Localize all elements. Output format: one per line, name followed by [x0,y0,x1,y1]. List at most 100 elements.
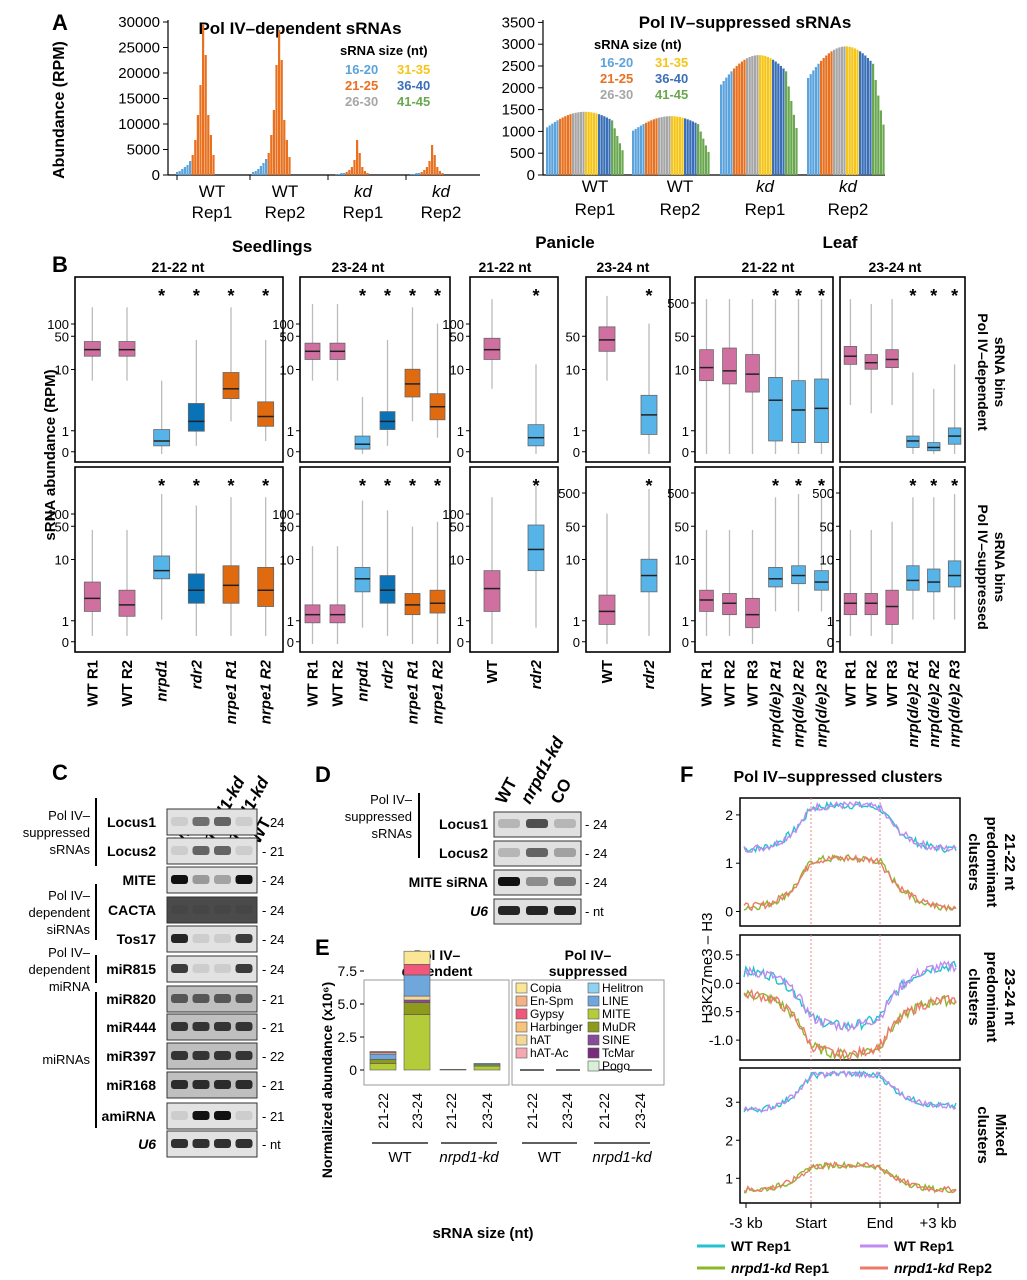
bar [882,124,885,175]
bar [673,116,676,175]
box-xlabel: nrp(d/e)2 R1 [905,660,922,748]
bar [272,110,275,175]
ytick-label: 100 [47,317,69,332]
stacked-segment [369,1063,397,1071]
ytick-label: 0 [527,167,535,184]
xlabel-line1: WT [272,182,298,201]
ytick-label: 3500 [502,14,535,31]
blot-band [192,905,210,914]
blot-row-label: miR168 [106,1077,156,1093]
bar [645,122,648,175]
panel-e: E Normalized abundance (x10⁶) Pol IV– de… [315,935,665,1242]
significance-star: * [930,286,937,306]
box-xlabel: rdr2 [188,659,205,689]
significance-star: * [795,476,802,496]
bar [751,56,754,175]
box [379,411,396,430]
bar [348,170,351,175]
box [222,372,240,399]
track-frame [739,797,961,927]
box [598,326,616,352]
bar [600,115,603,175]
ytick-label: 1 [457,424,464,439]
ytick-label: 1 [573,614,580,629]
blot-size-label: - 24 [585,817,607,832]
blot-band [192,1111,210,1120]
blot-size-label: - 24 [262,903,284,918]
tissue-leaf: Leaf [823,233,858,252]
bar [551,123,554,175]
significance-star: * [359,476,366,496]
ytick-label: 50 [55,519,69,534]
bar [851,47,854,175]
legend-right-21-25: 21-25 [600,71,633,86]
ytick-label: 0.0 [714,975,734,991]
panel-a-legend: sRNA size (nt) 16-20 21-25 26-30 31-35 3… [340,43,430,109]
blot-band [192,875,210,884]
bar [840,46,843,175]
blot-size-label: - 22 [262,1049,284,1064]
bar [647,121,650,175]
bar [658,117,661,175]
box [814,378,829,443]
box-xlabel: nrp(d/e)2 R2 [926,659,943,747]
box [222,565,240,604]
bar [853,48,856,175]
bar [280,60,283,175]
group-label: WT [538,1149,561,1166]
panel-b-ylabel: sRNA abundance (RPM) [42,369,59,540]
bar [181,169,184,175]
stacked-segment [403,999,431,1003]
ytick-label: 0 [682,635,689,650]
blot-band [192,964,210,973]
blot-size-label: - 24 [585,875,607,890]
legend-swatch [515,982,528,994]
bar [660,117,663,175]
bar [265,159,268,175]
ytick-label: 1 [682,424,689,439]
ytick-label: 100 [442,507,464,522]
bar [632,130,635,175]
bar [212,155,215,175]
ytick-label: 500 [812,486,834,501]
panel-f-subpanels: 0 1 2 -1.0 -0.5 0.0 0.5 1 2 3 [709,797,961,1204]
bar [363,171,366,175]
blot-row-label: miR820 [106,991,156,1007]
bar [764,56,767,175]
box [527,524,545,572]
box-xlabel: nrp(d/e)2 R1 [768,660,785,748]
ytick-label: 100 [272,507,294,522]
blot-band [171,1051,188,1060]
panel-b-letter: B [52,252,68,277]
blot-band [192,1051,210,1060]
legend-label: TcMar [602,1046,635,1060]
box [118,589,136,617]
xlabel-line2: Rep1 [745,200,786,219]
panel-c-rows: Locus1 - 24 Locus2 - 21 MITE - 24 CACTA - 24 Tos… [102,808,284,1158]
bar [827,53,830,175]
significance-star: * [795,286,802,306]
blot-band [235,1051,253,1060]
blot-band [192,934,210,943]
legend-16-20: 16-20 [345,62,378,77]
blot-row-label: miR444 [106,1019,156,1035]
blot-band [526,848,548,857]
bar [759,55,762,175]
panel-d-letter: D [315,762,331,787]
xlabel-line2: Rep2 [421,203,462,222]
bar [561,117,564,175]
xlabel-line1: WT [582,177,608,196]
blot-row-label: Locus2 [439,845,488,861]
group-label: nrpd1-kd [592,1149,652,1166]
ytick-label: 1 [827,614,834,629]
xtick-label: Start [795,1215,828,1232]
blot-band [171,964,188,973]
bar [761,55,764,175]
box-panel-frame [469,276,559,463]
bar [433,155,436,175]
bar [257,169,260,175]
legend-swatch [587,1021,600,1033]
bar [335,174,338,175]
box-xlabel: nrp(d/e)2 R3 [947,659,964,747]
